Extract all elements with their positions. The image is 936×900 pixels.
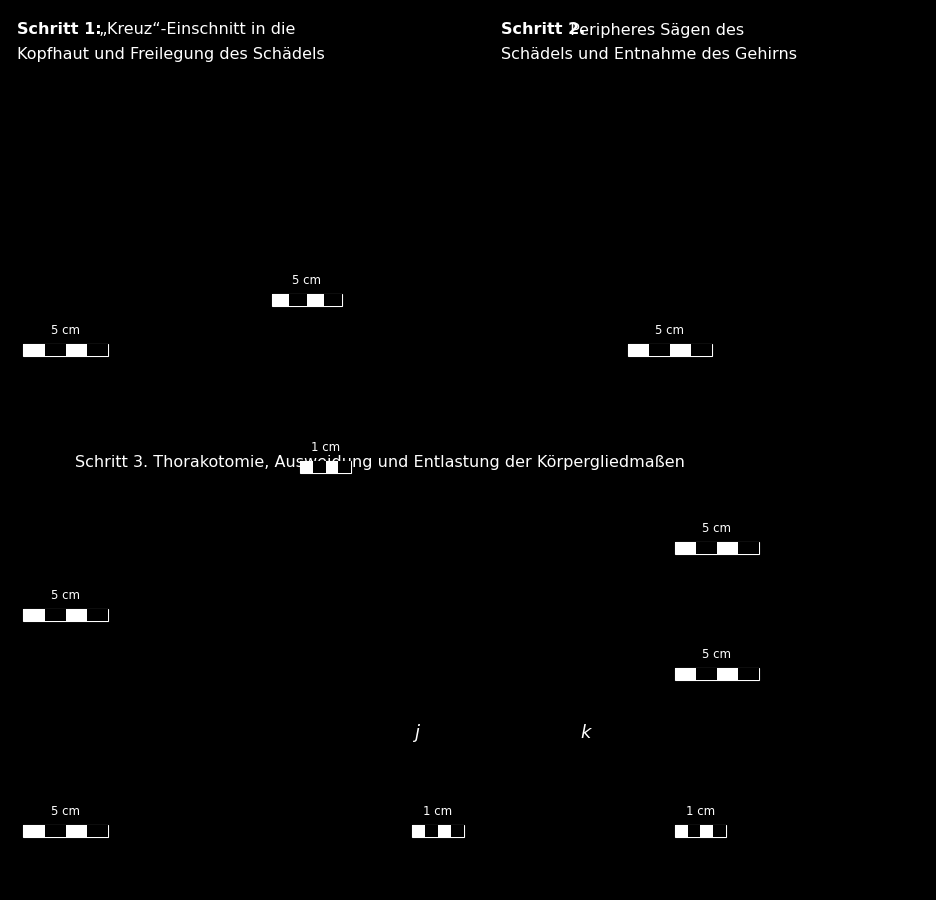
Bar: [289, 294, 306, 306]
Bar: [23, 825, 44, 837]
Text: 5 cm: 5 cm: [51, 590, 80, 602]
Text: 5 cm: 5 cm: [51, 806, 80, 818]
Bar: [674, 825, 725, 837]
Bar: [687, 825, 700, 837]
Text: „Kreuz“-Einschnitt in die: „Kreuz“-Einschnitt in die: [94, 22, 295, 38]
Bar: [66, 344, 86, 356]
Bar: [674, 542, 695, 554]
Bar: [674, 542, 758, 554]
Bar: [437, 825, 450, 837]
Bar: [695, 542, 716, 554]
Text: k: k: [579, 724, 591, 742]
Bar: [669, 344, 691, 356]
Bar: [44, 609, 66, 621]
Bar: [425, 825, 437, 837]
Bar: [738, 668, 758, 680]
Bar: [271, 294, 342, 306]
Bar: [324, 294, 342, 306]
Text: Schritt 3. Thorakotomie, Ausweidung und Entlastung der Körpergliedmaßen: Schritt 3. Thorakotomie, Ausweidung und …: [75, 454, 684, 470]
Bar: [450, 825, 463, 837]
Text: 5 cm: 5 cm: [702, 522, 730, 535]
Text: 5 cm: 5 cm: [702, 648, 730, 661]
Text: 1 cm: 1 cm: [311, 441, 340, 454]
Bar: [86, 825, 108, 837]
Text: j: j: [414, 724, 419, 742]
Bar: [300, 461, 351, 472]
Bar: [674, 668, 695, 680]
Text: 5 cm: 5 cm: [292, 274, 321, 287]
Bar: [674, 668, 758, 680]
Bar: [738, 542, 758, 554]
Bar: [674, 825, 687, 837]
Text: 1 cm: 1 cm: [685, 806, 714, 818]
Bar: [338, 461, 351, 472]
Bar: [412, 825, 425, 837]
Bar: [44, 825, 66, 837]
Bar: [271, 294, 289, 306]
Bar: [690, 344, 711, 356]
Text: Schritt 2.: Schritt 2.: [501, 22, 585, 38]
Bar: [23, 344, 44, 356]
Bar: [300, 461, 313, 472]
Bar: [23, 609, 44, 621]
Text: 1 cm: 1 cm: [423, 806, 452, 818]
Bar: [627, 344, 711, 356]
Bar: [716, 542, 738, 554]
Bar: [627, 344, 648, 356]
Text: Kopfhaut und Freilegung des Schädels: Kopfhaut und Freilegung des Schädels: [17, 47, 324, 62]
Bar: [23, 344, 108, 356]
Bar: [23, 609, 108, 621]
Bar: [313, 461, 325, 472]
Text: 5 cm: 5 cm: [655, 324, 683, 337]
Bar: [66, 825, 86, 837]
Bar: [86, 609, 108, 621]
Bar: [86, 344, 108, 356]
Bar: [716, 668, 738, 680]
Text: Schritt 1:: Schritt 1:: [17, 22, 101, 38]
Bar: [712, 825, 725, 837]
Text: Schädels und Entnahme des Gehirns: Schädels und Entnahme des Gehirns: [501, 47, 797, 62]
Bar: [412, 825, 463, 837]
Bar: [306, 294, 324, 306]
Bar: [23, 825, 108, 837]
Bar: [44, 344, 66, 356]
Text: Peripheres Sägen des: Peripheres Sägen des: [564, 22, 743, 38]
Bar: [66, 609, 86, 621]
Text: 5 cm: 5 cm: [51, 324, 80, 337]
Bar: [699, 825, 712, 837]
Bar: [648, 344, 669, 356]
Bar: [695, 668, 716, 680]
Bar: [326, 461, 338, 472]
